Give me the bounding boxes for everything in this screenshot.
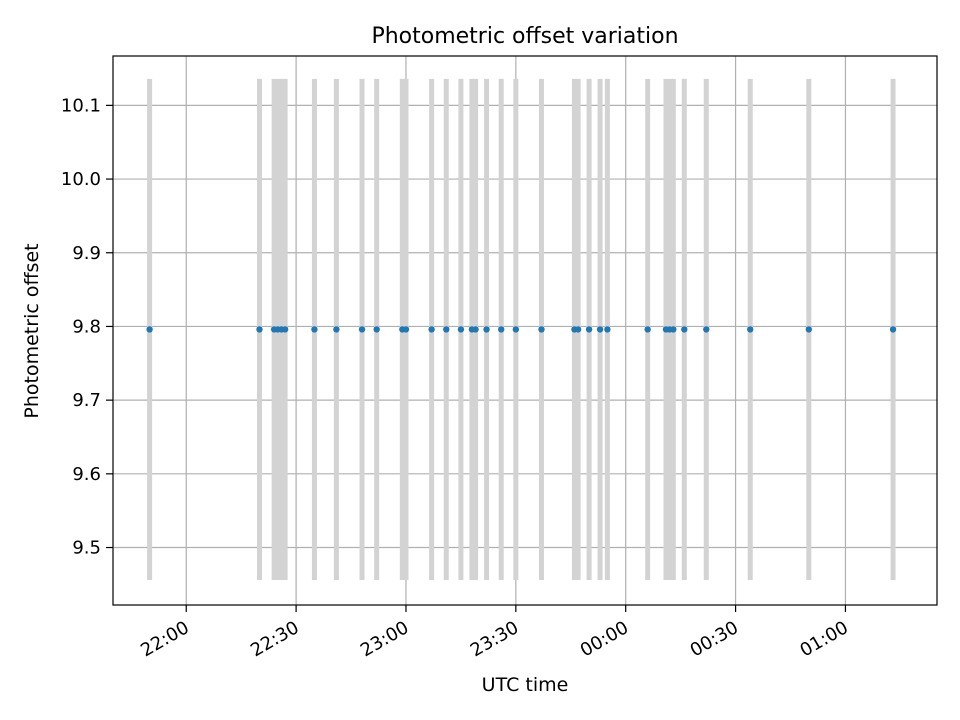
y-axis-label: Photometric offset xyxy=(21,243,43,418)
data-point xyxy=(644,326,651,333)
data-point xyxy=(538,326,545,333)
y-tick-label: 9.9 xyxy=(72,243,101,264)
data-point xyxy=(483,326,490,333)
data-point xyxy=(703,326,710,333)
y-tick-label: 9.6 xyxy=(72,464,101,485)
data-point xyxy=(428,326,435,333)
data-point xyxy=(574,326,582,333)
plot-frame xyxy=(112,55,938,606)
data-point xyxy=(281,326,289,333)
y-tick-label: 9.8 xyxy=(72,316,101,337)
data-point xyxy=(358,326,366,333)
data-point xyxy=(889,326,897,333)
data-point xyxy=(472,326,479,333)
data-point xyxy=(402,326,410,333)
y-axis: 9.5 9.6 9.7 9.8 9.9 10.0 10.1 xyxy=(61,95,113,559)
data-point xyxy=(585,326,593,333)
data-point xyxy=(670,326,677,333)
data-point xyxy=(805,326,813,333)
data-point xyxy=(333,326,340,333)
data-points xyxy=(146,326,897,333)
chart-title: Photometric offset variation xyxy=(371,24,678,49)
x-axis-label: UTC time xyxy=(482,674,569,696)
data-point xyxy=(256,326,263,333)
y-tick-label: 10.0 xyxy=(61,169,101,190)
data-point xyxy=(497,326,505,333)
y-tick-label: 9.5 xyxy=(72,538,101,559)
data-point xyxy=(596,326,604,333)
data-point xyxy=(457,326,465,333)
data-point xyxy=(311,326,318,333)
data-point xyxy=(443,326,450,333)
y-tick-label: 9.7 xyxy=(72,390,101,411)
data-point xyxy=(146,326,153,333)
data-point xyxy=(373,326,380,333)
data-point xyxy=(747,326,754,333)
data-point xyxy=(681,326,688,333)
y-tick-label: 10.1 xyxy=(61,95,101,116)
data-point xyxy=(604,326,611,333)
data-point xyxy=(512,326,520,333)
